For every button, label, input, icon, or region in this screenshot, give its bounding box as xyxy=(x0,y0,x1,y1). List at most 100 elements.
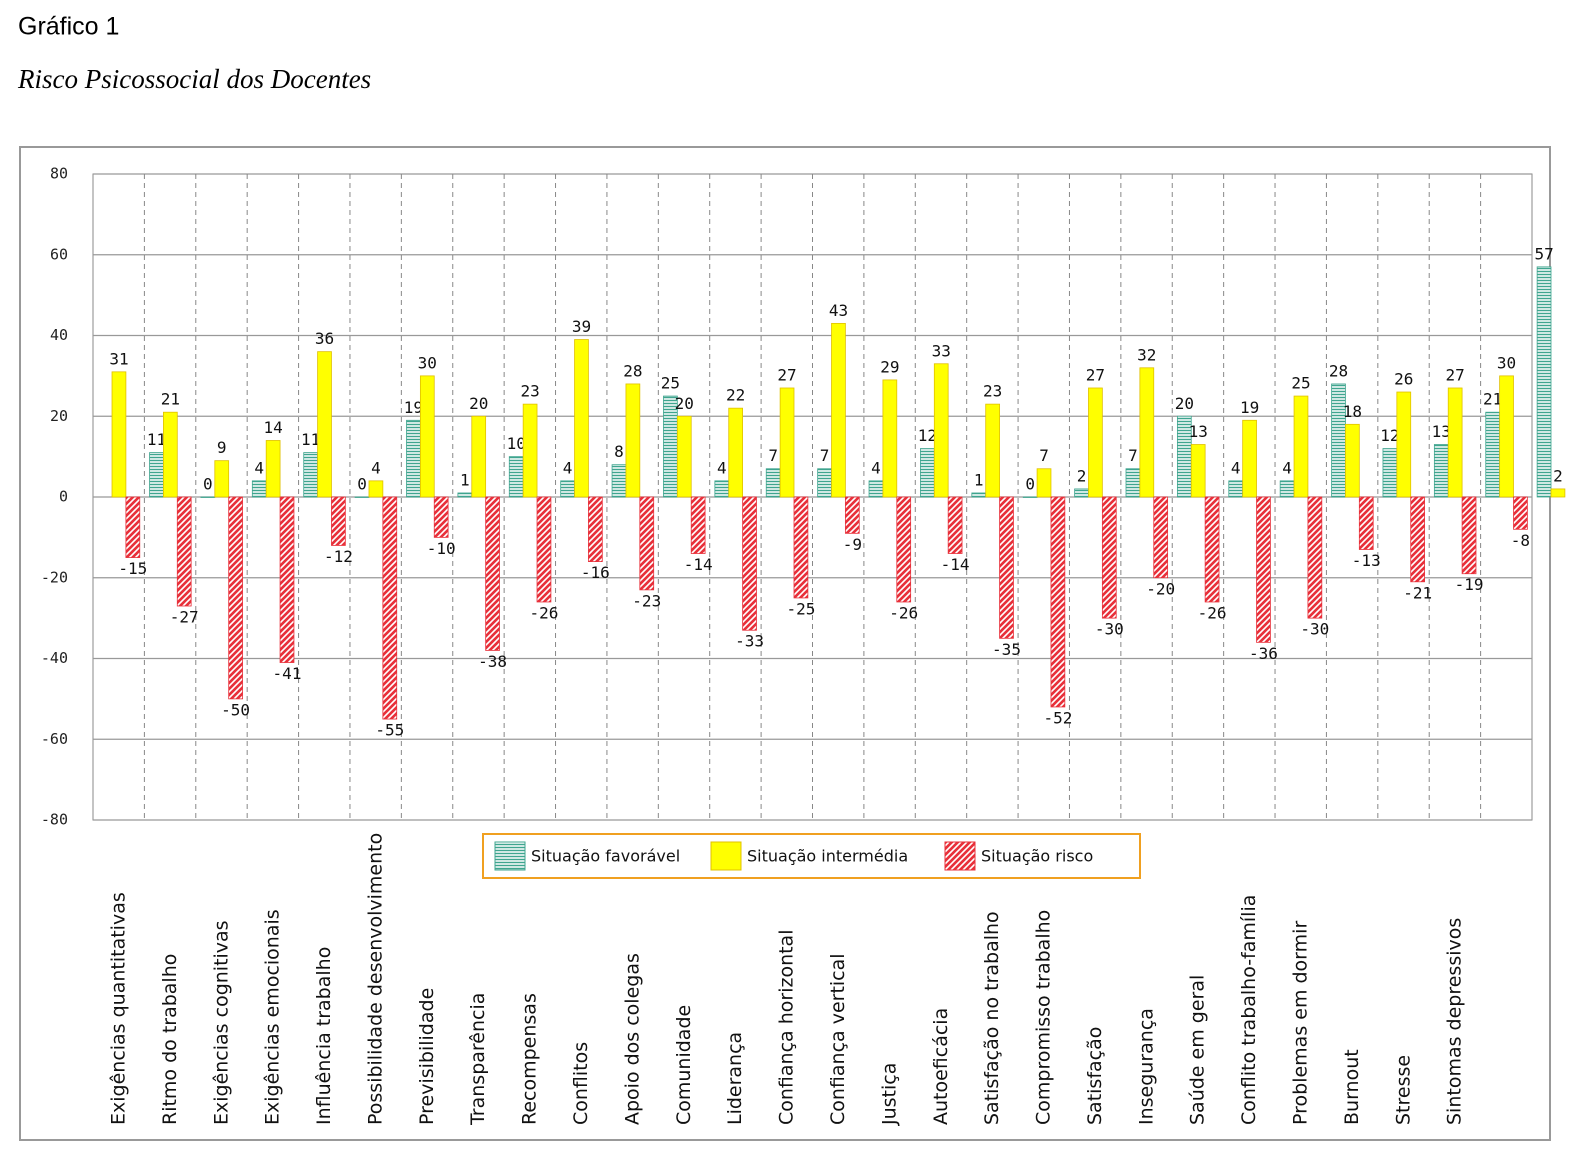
bar xyxy=(639,496,655,591)
legend-swatch xyxy=(944,841,976,871)
bar xyxy=(690,496,706,554)
bar xyxy=(471,415,487,498)
bar xyxy=(1036,468,1052,498)
data-label: 32 xyxy=(1137,345,1156,364)
bar xyxy=(985,403,1000,498)
bar xyxy=(1256,496,1271,643)
chart-title: Gráfico 1 xyxy=(18,13,119,41)
bar xyxy=(522,403,538,498)
bar xyxy=(433,496,449,538)
bar xyxy=(882,379,898,498)
x-tick-label: Exigências emocionais xyxy=(262,909,284,1125)
bar xyxy=(457,492,473,498)
bar xyxy=(1307,496,1323,619)
bar xyxy=(1536,266,1552,498)
bar xyxy=(1433,444,1449,498)
data-label: -21 xyxy=(1403,583,1432,602)
bar xyxy=(1410,496,1425,583)
x-tick-label: Recompensas xyxy=(519,993,541,1125)
x-tick-label: Sintomas depressivos xyxy=(1444,918,1466,1125)
data-label: 4 xyxy=(254,458,264,477)
x-tick-label: Influência trabalho xyxy=(313,947,335,1125)
y-tick-label: 80 xyxy=(50,165,68,183)
bar xyxy=(406,419,421,498)
legend-swatch xyxy=(710,841,742,871)
bar xyxy=(1190,444,1206,498)
bar xyxy=(844,496,860,534)
data-label: -26 xyxy=(1198,603,1227,622)
bar xyxy=(1550,488,1566,498)
data-label: 0 xyxy=(357,475,367,494)
data-label: 0 xyxy=(1025,475,1035,494)
data-label: -50 xyxy=(221,700,250,719)
bar xyxy=(1153,496,1169,579)
bar xyxy=(971,492,987,498)
bar xyxy=(765,468,781,498)
data-label: 36 xyxy=(315,329,334,348)
data-label: -27 xyxy=(170,608,199,627)
data-label: 20 xyxy=(469,394,488,413)
data-label: 39 xyxy=(572,317,591,336)
bar xyxy=(1485,411,1501,498)
data-label: 4 xyxy=(871,458,881,477)
bar xyxy=(331,496,346,546)
y-tick-label: 60 xyxy=(50,245,68,263)
bar xyxy=(419,375,435,498)
data-label: 25 xyxy=(1291,374,1310,393)
data-label: 13 xyxy=(1189,422,1208,441)
x-tick-label: Conflito trabalho-família xyxy=(1238,895,1260,1125)
bar xyxy=(1293,395,1309,498)
bar xyxy=(200,496,216,498)
data-label: 11 xyxy=(301,430,320,449)
data-label: -12 xyxy=(324,547,353,566)
data-label: -30 xyxy=(1300,620,1329,639)
bar xyxy=(1050,496,1066,708)
data-label: 0 xyxy=(203,475,213,494)
data-label: 9 xyxy=(217,438,227,457)
bar xyxy=(176,496,192,607)
bar xyxy=(251,480,267,498)
x-tick-label: Ritmo do trabalho xyxy=(159,954,181,1125)
data-label: 30 xyxy=(418,353,437,372)
bar xyxy=(368,480,384,498)
data-label: 20 xyxy=(1175,394,1194,413)
bar xyxy=(163,411,178,498)
bar xyxy=(896,496,912,603)
data-label: 18 xyxy=(1343,402,1362,421)
bar xyxy=(560,480,575,498)
bar xyxy=(1074,488,1089,498)
bar xyxy=(214,460,230,498)
data-label: 14 xyxy=(263,418,282,437)
data-label: 20 xyxy=(675,394,694,413)
y-tick-label: 20 xyxy=(50,407,68,425)
data-label: -20 xyxy=(1146,579,1175,598)
data-label: -52 xyxy=(1043,708,1072,727)
chart-subtitle: Risco Psicossocial dos Docentes xyxy=(17,64,371,94)
data-label: 23 xyxy=(983,382,1002,401)
y-tick-label: -40 xyxy=(41,649,68,667)
bar xyxy=(920,448,935,498)
data-label: -36 xyxy=(1249,644,1278,663)
data-label: 43 xyxy=(829,301,848,320)
data-label: 10 xyxy=(507,434,526,453)
bar xyxy=(999,496,1014,639)
data-label: 28 xyxy=(623,361,642,380)
data-label: 13 xyxy=(1432,422,1451,441)
data-label: 28 xyxy=(1329,361,1348,380)
data-label: 26 xyxy=(1394,370,1413,389)
legend-swatch xyxy=(494,841,526,871)
legend-label: Situação favorável xyxy=(531,847,680,866)
bar xyxy=(1088,387,1103,498)
data-label: -30 xyxy=(1095,620,1124,639)
bar xyxy=(265,440,281,498)
data-label: 4 xyxy=(1282,458,1292,477)
x-tick-label: Burnout xyxy=(1341,1049,1363,1125)
data-label: -16 xyxy=(581,563,610,582)
data-label: 30 xyxy=(1497,353,1516,372)
bar xyxy=(485,496,500,651)
bar xyxy=(588,496,603,562)
bar xyxy=(1382,448,1398,498)
bar xyxy=(611,464,627,498)
data-label: -41 xyxy=(273,664,302,683)
